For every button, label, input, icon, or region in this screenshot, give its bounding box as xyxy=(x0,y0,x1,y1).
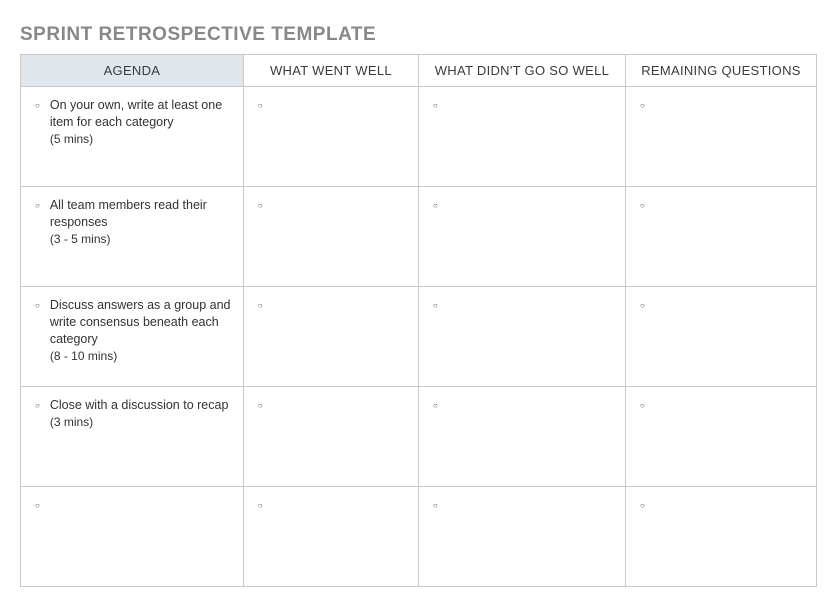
bullet-icon: ○ xyxy=(258,297,263,315)
bullet-icon: ○ xyxy=(35,397,40,415)
went-well-cell: ○ xyxy=(243,387,418,487)
didnt-go-well-cell: ○ xyxy=(418,87,625,187)
agenda-text: Discuss answers as a group and write con… xyxy=(50,297,231,364)
table-header-row: AGENDA WHAT WENT WELL WHAT DIDN'T GO SO … xyxy=(21,55,817,87)
bullet-icon: ○ xyxy=(640,297,645,315)
col-header-went-well: WHAT WENT WELL xyxy=(243,55,418,87)
bullet-icon: ○ xyxy=(433,197,438,215)
didnt-go-well-cell: ○ xyxy=(418,287,625,387)
went-well-cell: ○ xyxy=(243,487,418,587)
table-row: ○ On your own, write at least one item fo… xyxy=(21,87,817,187)
agenda-text: Close with a discussion to recap(3 mins) xyxy=(50,397,231,430)
bullet-icon: ○ xyxy=(640,497,645,515)
col-header-agenda: AGENDA xyxy=(21,55,244,87)
bullet-icon: ○ xyxy=(640,197,645,215)
bullet-icon: ○ xyxy=(35,197,40,215)
agenda-text: All team members read their responses(3 … xyxy=(50,197,231,247)
didnt-go-well-cell: ○ xyxy=(418,387,625,487)
went-well-cell: ○ xyxy=(243,87,418,187)
bullet-icon: ○ xyxy=(258,397,263,415)
remaining-questions-cell: ○ xyxy=(625,287,816,387)
table-row: ○ Close with a discussion to recap(3 mins… xyxy=(21,387,817,487)
table-row: ○ ○ ○ ○ xyxy=(21,487,817,587)
didnt-go-well-cell: ○ xyxy=(418,187,625,287)
agenda-cell: ○ Close with a discussion to recap(3 mins… xyxy=(21,387,244,487)
bullet-icon: ○ xyxy=(35,97,40,115)
table-body: ○ On your own, write at least one item fo… xyxy=(21,87,817,587)
agenda-cell: ○ All team members read their responses(3… xyxy=(21,187,244,287)
bullet-icon: ○ xyxy=(433,497,438,515)
went-well-cell: ○ xyxy=(243,187,418,287)
agenda-cell: ○ xyxy=(21,487,244,587)
bullet-icon: ○ xyxy=(258,97,263,115)
retro-table: AGENDA WHAT WENT WELL WHAT DIDN'T GO SO … xyxy=(20,54,817,587)
table-row: ○ All team members read their responses(3… xyxy=(21,187,817,287)
bullet-icon: ○ xyxy=(258,197,263,215)
bullet-icon: ○ xyxy=(258,497,263,515)
bullet-icon: ○ xyxy=(433,397,438,415)
agenda-cell: ○ On your own, write at least one item fo… xyxy=(21,87,244,187)
remaining-questions-cell: ○ xyxy=(625,387,816,487)
agenda-cell: ○ Discuss answers as a group and write co… xyxy=(21,287,244,387)
bullet-icon: ○ xyxy=(640,97,645,115)
table-row: ○ Discuss answers as a group and write co… xyxy=(21,287,817,387)
remaining-questions-cell: ○ xyxy=(625,87,816,187)
remaining-questions-cell: ○ xyxy=(625,187,816,287)
page-title: SPRINT RETROSPECTIVE TEMPLATE xyxy=(20,24,817,46)
col-header-didnt-go-well: WHAT DIDN'T GO SO WELL xyxy=(418,55,625,87)
bullet-icon: ○ xyxy=(35,297,40,315)
col-header-remaining-questions: REMAINING QUESTIONS xyxy=(625,55,816,87)
agenda-text: On your own, write at least one item for… xyxy=(50,97,231,147)
bullet-icon: ○ xyxy=(35,497,40,515)
went-well-cell: ○ xyxy=(243,287,418,387)
remaining-questions-cell: ○ xyxy=(625,487,816,587)
didnt-go-well-cell: ○ xyxy=(418,487,625,587)
bullet-icon: ○ xyxy=(433,297,438,315)
bullet-icon: ○ xyxy=(433,97,438,115)
bullet-icon: ○ xyxy=(640,397,645,415)
